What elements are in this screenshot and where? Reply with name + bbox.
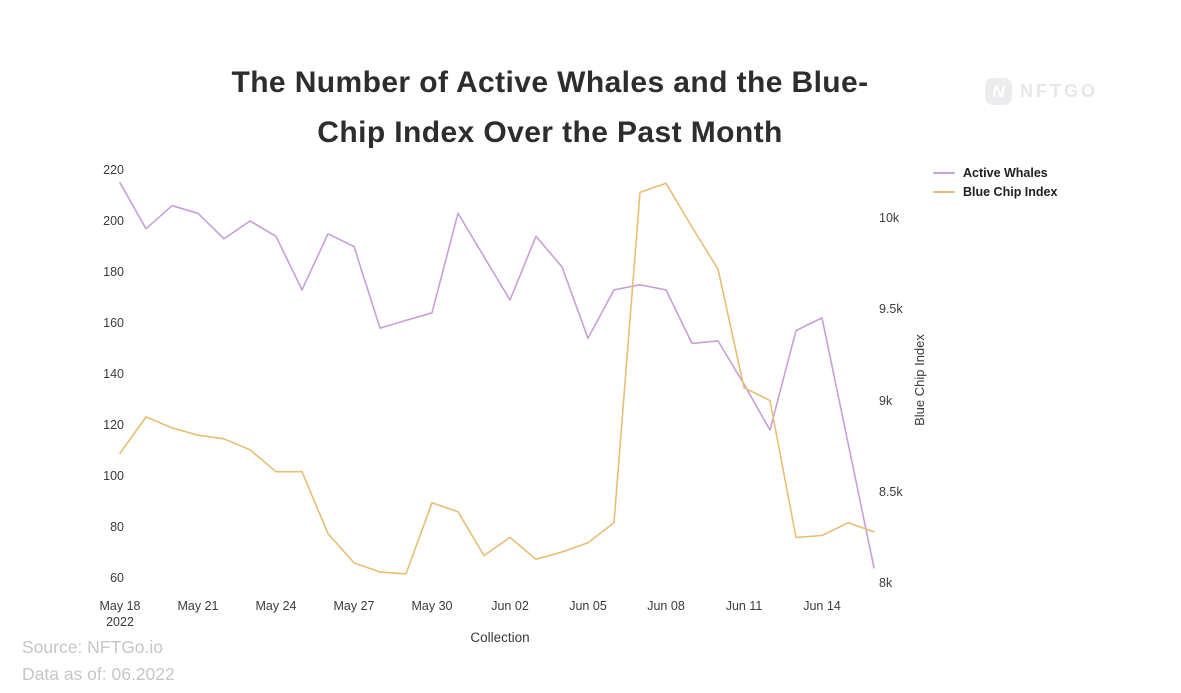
- legend-label: Active Whales: [963, 165, 1048, 180]
- chart-title-line1: The Number of Active Whales and the Blue…: [231, 66, 869, 99]
- chart-title-line2: Chip Index Over the Past Month: [317, 116, 783, 149]
- y-axis-tick-label: 60: [110, 571, 124, 585]
- source-note: Source: NFTGo.io: [22, 637, 164, 657]
- x-axis-tick-label: Jun 05: [569, 599, 607, 613]
- y-axis-tick-label: 120: [103, 418, 124, 432]
- legend: Active Whales Blue Chip Index: [933, 163, 1057, 201]
- x-axis-title: Collection: [470, 630, 530, 645]
- data-as-of-note: Data as of: 06.2022: [22, 663, 175, 684]
- x-axis-tick-label: May 21: [177, 599, 219, 613]
- legend-item: Blue Chip Index: [933, 182, 1057, 201]
- y-axis-tick-label: 8.5k: [879, 484, 903, 499]
- nftgo-watermark: N NFTGO: [985, 78, 1098, 105]
- active-whales-line: [119, 182, 875, 569]
- x-axis-tick-label: Jun 02: [491, 599, 529, 613]
- y-axis-tick-label: 160: [103, 316, 124, 330]
- y-axis-tick-label: 200: [103, 214, 124, 228]
- y-axis-tick-label: 140: [103, 367, 124, 381]
- nftgo-brand-text: NFTGO: [1020, 81, 1098, 101]
- y-axis-tick-label: 100: [103, 469, 124, 483]
- x-axis-tick-label: Jun 08: [647, 599, 685, 613]
- x-axis-tick-label: Jun 11: [725, 599, 763, 613]
- legend-swatch: [933, 190, 955, 193]
- y-axis-tick-label: 180: [103, 265, 124, 279]
- nftgo-logo-icon: N: [985, 78, 1012, 105]
- footer-notes: Source: NFTGo.io Data as of: 06.2022: [22, 634, 175, 687]
- y-axis-tick-label: 8k: [879, 576, 893, 590]
- x-axis-tick-label: May 18 2022: [99, 599, 141, 629]
- x-axis-tick-label: May 24: [255, 599, 297, 613]
- blue-chip-index-line: [119, 182, 875, 575]
- legend-swatch: [933, 171, 955, 174]
- y-axis-tick-label: 10k: [879, 211, 900, 225]
- y-axis-tick-label: 220: [103, 163, 124, 177]
- x-axis-tick-label: May 30: [411, 599, 453, 613]
- y-axis-tick-label: 80: [110, 520, 124, 534]
- legend-item: Active Whales: [933, 163, 1057, 182]
- x-axis-tick-label: May 27: [333, 599, 375, 613]
- y-axis-tick-label: 9k: [879, 393, 893, 408]
- page-title: The Number of Active Whales and the Blue…: [0, 58, 1100, 158]
- legend-label: Blue Chip Index: [963, 184, 1058, 199]
- y-axis-tick-label: 9.5k: [879, 302, 903, 317]
- x-axis-tick-label: Jun 14: [803, 599, 841, 613]
